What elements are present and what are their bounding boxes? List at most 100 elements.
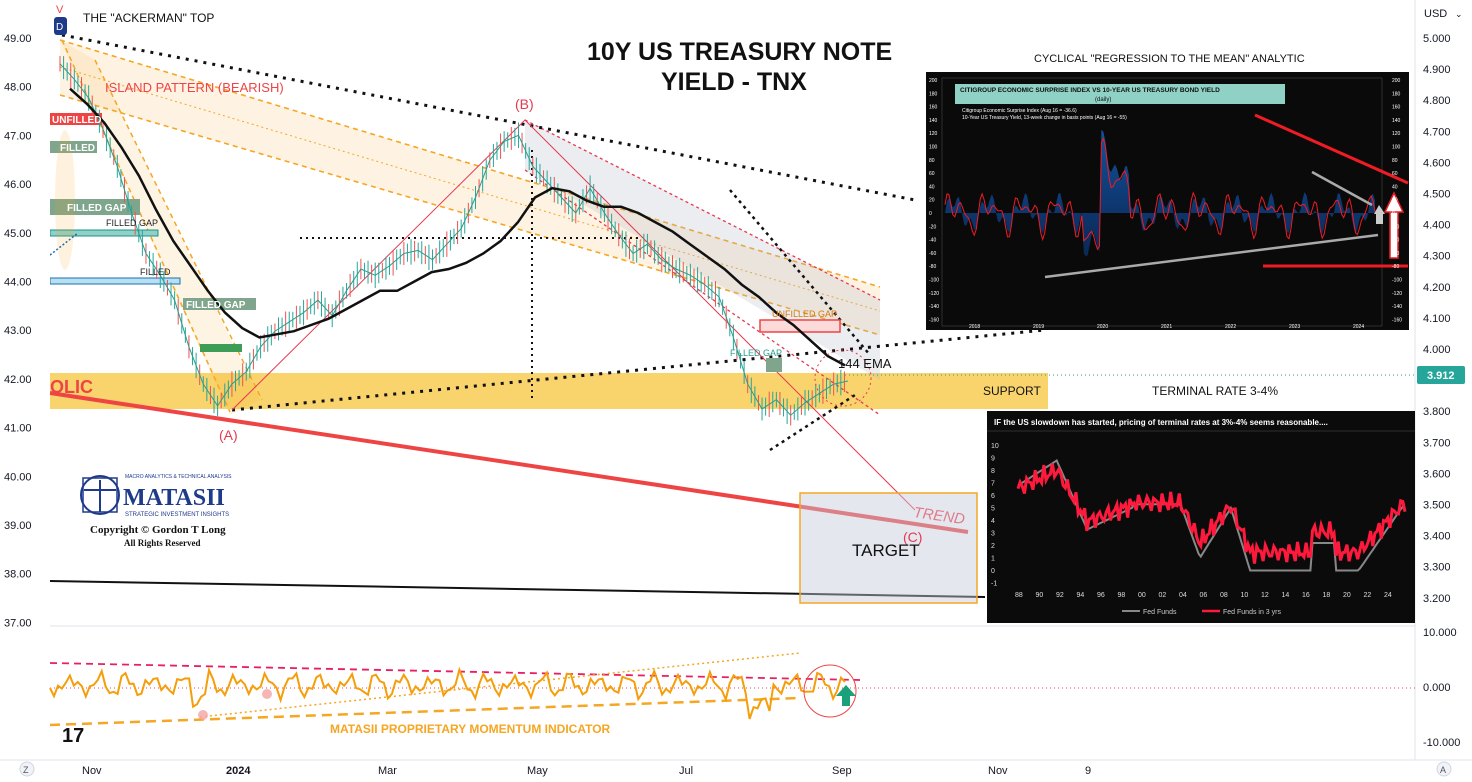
right-axis-tick: 3.500 xyxy=(1423,500,1451,512)
citi-right-tick: -160 xyxy=(1392,317,1402,323)
ema-144-line xyxy=(69,87,846,367)
annotations: 10Y US TREASURY NOTE YIELD - TNX THE "AC… xyxy=(50,11,1305,560)
citi-right-tick: 0 xyxy=(1392,211,1395,217)
black-baseline xyxy=(50,580,986,598)
channel-lower-line xyxy=(59,94,881,336)
fed-x-tick: 02 xyxy=(1159,592,1167,599)
fed-y-tick: -1 xyxy=(991,581,997,588)
right-axis-tick: 3.600 xyxy=(1423,468,1451,480)
fed-x-tick: 04 xyxy=(1179,592,1187,599)
gap-label-filled-1: FILLED xyxy=(60,143,95,154)
auto-scale-icon[interactable] xyxy=(1436,761,1452,777)
terminal-rate-label: TERMINAL RATE 3-4% xyxy=(1152,384,1278,398)
fed-x-tick: 22 xyxy=(1364,592,1372,599)
right-axis-tick: 4.400 xyxy=(1423,220,1451,232)
right-axis-tick: 4.200 xyxy=(1423,282,1451,294)
gap-label-filled-3: FILLED GAP xyxy=(106,218,158,228)
right-axis-tick: 4.800 xyxy=(1423,95,1451,107)
fed-x-tick: 90 xyxy=(1036,592,1044,599)
support-band xyxy=(50,373,1048,409)
main-pane[interactable] xyxy=(50,33,1415,604)
right-axis-tick: 4.000 xyxy=(1423,344,1451,356)
citi-left-tick: 60 xyxy=(929,171,935,177)
osc-axis-tick: 0.000 xyxy=(1423,682,1451,694)
citi-left-tick: 0 xyxy=(929,211,932,217)
wave-b-label: (B) xyxy=(515,96,534,112)
citi-year-tick: 2018 xyxy=(969,324,980,330)
fed-x-tick: 98 xyxy=(1118,592,1126,599)
oscillator-pane[interactable]: MATASII PROPRIETARY MOMENTUM INDICATOR 1… xyxy=(49,652,1415,747)
left-wedge-fill xyxy=(60,40,260,415)
left-axis-tick: 45.00 xyxy=(4,228,32,240)
inset-fed-title: IF the US slowdown has started, pricing … xyxy=(994,418,1328,427)
grey-channel-fill xyxy=(525,120,880,380)
fed-x-tick: 08 xyxy=(1220,592,1228,599)
fed-y-tick: 9 xyxy=(991,456,995,463)
time-axis-tick: May xyxy=(527,765,548,777)
citi-year-tick: 2019 xyxy=(1033,324,1044,330)
inset-citi-grey-trend xyxy=(1044,233,1379,279)
citi-left-tick: -60 xyxy=(929,251,936,257)
fed-y-tick: 1 xyxy=(991,556,995,563)
citi-year-tick: 2020 xyxy=(1097,324,1108,330)
fed-y-tick: 10 xyxy=(991,443,999,450)
citi-right-tick: 200 xyxy=(1392,78,1401,84)
citi-left-tick: 100 xyxy=(929,145,938,151)
oscillator-axis: 10.000 0.000 -10.000 xyxy=(1423,627,1460,749)
fed-y-tick: 6 xyxy=(991,493,995,500)
citi-right-tick: -100 xyxy=(1392,278,1402,284)
timezone-icon[interactable] xyxy=(19,761,35,777)
inset-fed-legend-1: Fed Funds xyxy=(1143,609,1177,616)
right-axis-tick: 4.700 xyxy=(1423,126,1451,138)
price-series-line xyxy=(59,63,849,416)
gap-box-unfilled xyxy=(50,113,102,125)
citi-left-tick: -120 xyxy=(929,291,939,297)
osc-marker-2 xyxy=(262,689,272,699)
left-axis-tick: 39.00 xyxy=(4,520,32,532)
osc-dotted-trend xyxy=(199,652,801,718)
fed-y-tick: 2 xyxy=(991,543,995,550)
citi-left-tick: -20 xyxy=(929,224,936,230)
island-label: ISLAND PATTERN (BEARISH) xyxy=(105,80,284,95)
citi-left-tick: 200 xyxy=(929,78,938,84)
fed-x-tick: 88 xyxy=(1015,592,1023,599)
citi-right-tick: 160 xyxy=(1392,105,1401,111)
fed-x-tick: 14 xyxy=(1282,592,1290,599)
fed-x-tick: 00 xyxy=(1138,592,1146,599)
citi-right-tick: 100 xyxy=(1392,145,1401,151)
citi-year-tick: 2024 xyxy=(1353,324,1364,330)
inset-fed-3yr-line xyxy=(1016,463,1407,564)
citi-right-tick: 60 xyxy=(1392,171,1398,177)
left-axis-tick: 49.00 xyxy=(4,33,32,45)
matasii-logo: MACRO ANALYTICS & TECHNICAL ANALYSIS MAT… xyxy=(76,470,256,548)
fed-y-tick: 7 xyxy=(991,481,995,488)
currency-label[interactable]: USD xyxy=(1424,8,1447,20)
fed-x-tick: 18 xyxy=(1323,592,1331,599)
channel-upper-line xyxy=(59,39,881,288)
inset-citi-legend-2: 10-Year US Treasury Yield, 13-week chang… xyxy=(962,115,1127,121)
citi-year-tick: 2022 xyxy=(1225,324,1236,330)
gap-label-filled-right: FILLED GAP xyxy=(730,348,782,358)
left-axis-tick: 44.00 xyxy=(4,277,32,289)
osc-axis-tick: -10.000 xyxy=(1423,737,1460,749)
target-label: TARGET xyxy=(852,541,920,560)
fed-x-tick: 10 xyxy=(1241,592,1249,599)
citi-right-tick: -120 xyxy=(1392,291,1402,297)
time-axis-tick: 2024 xyxy=(226,765,251,777)
fed-x-tick: 94 xyxy=(1077,592,1085,599)
left-wedge-line-2 xyxy=(94,59,263,401)
gap-box-filled-2 xyxy=(50,199,140,215)
ackerman-label: THE "ACKERMAN" TOP xyxy=(83,11,214,25)
chevron-down-icon[interactable]: ⌄ xyxy=(1455,9,1463,19)
time-axis-tick: Nov xyxy=(82,765,102,777)
symbol-icon[interactable]: D V xyxy=(54,4,67,35)
gap-label-filled-2: FILLED GAP xyxy=(67,203,127,214)
citi-left-tick: 20 xyxy=(929,198,935,204)
svg-text:STRATEGIC INVESTMENT INSIGHTS: STRATEGIC INVESTMENT INSIGHTS xyxy=(125,512,229,518)
left-axis-tick: 37.00 xyxy=(4,617,32,629)
right-axis-area[interactable] xyxy=(1415,0,1472,782)
svg-text:D: D xyxy=(56,22,63,33)
title-line-1: 10Y US TREASURY NOTE xyxy=(587,38,892,66)
time-axis-tick: 9 xyxy=(1085,765,1091,777)
